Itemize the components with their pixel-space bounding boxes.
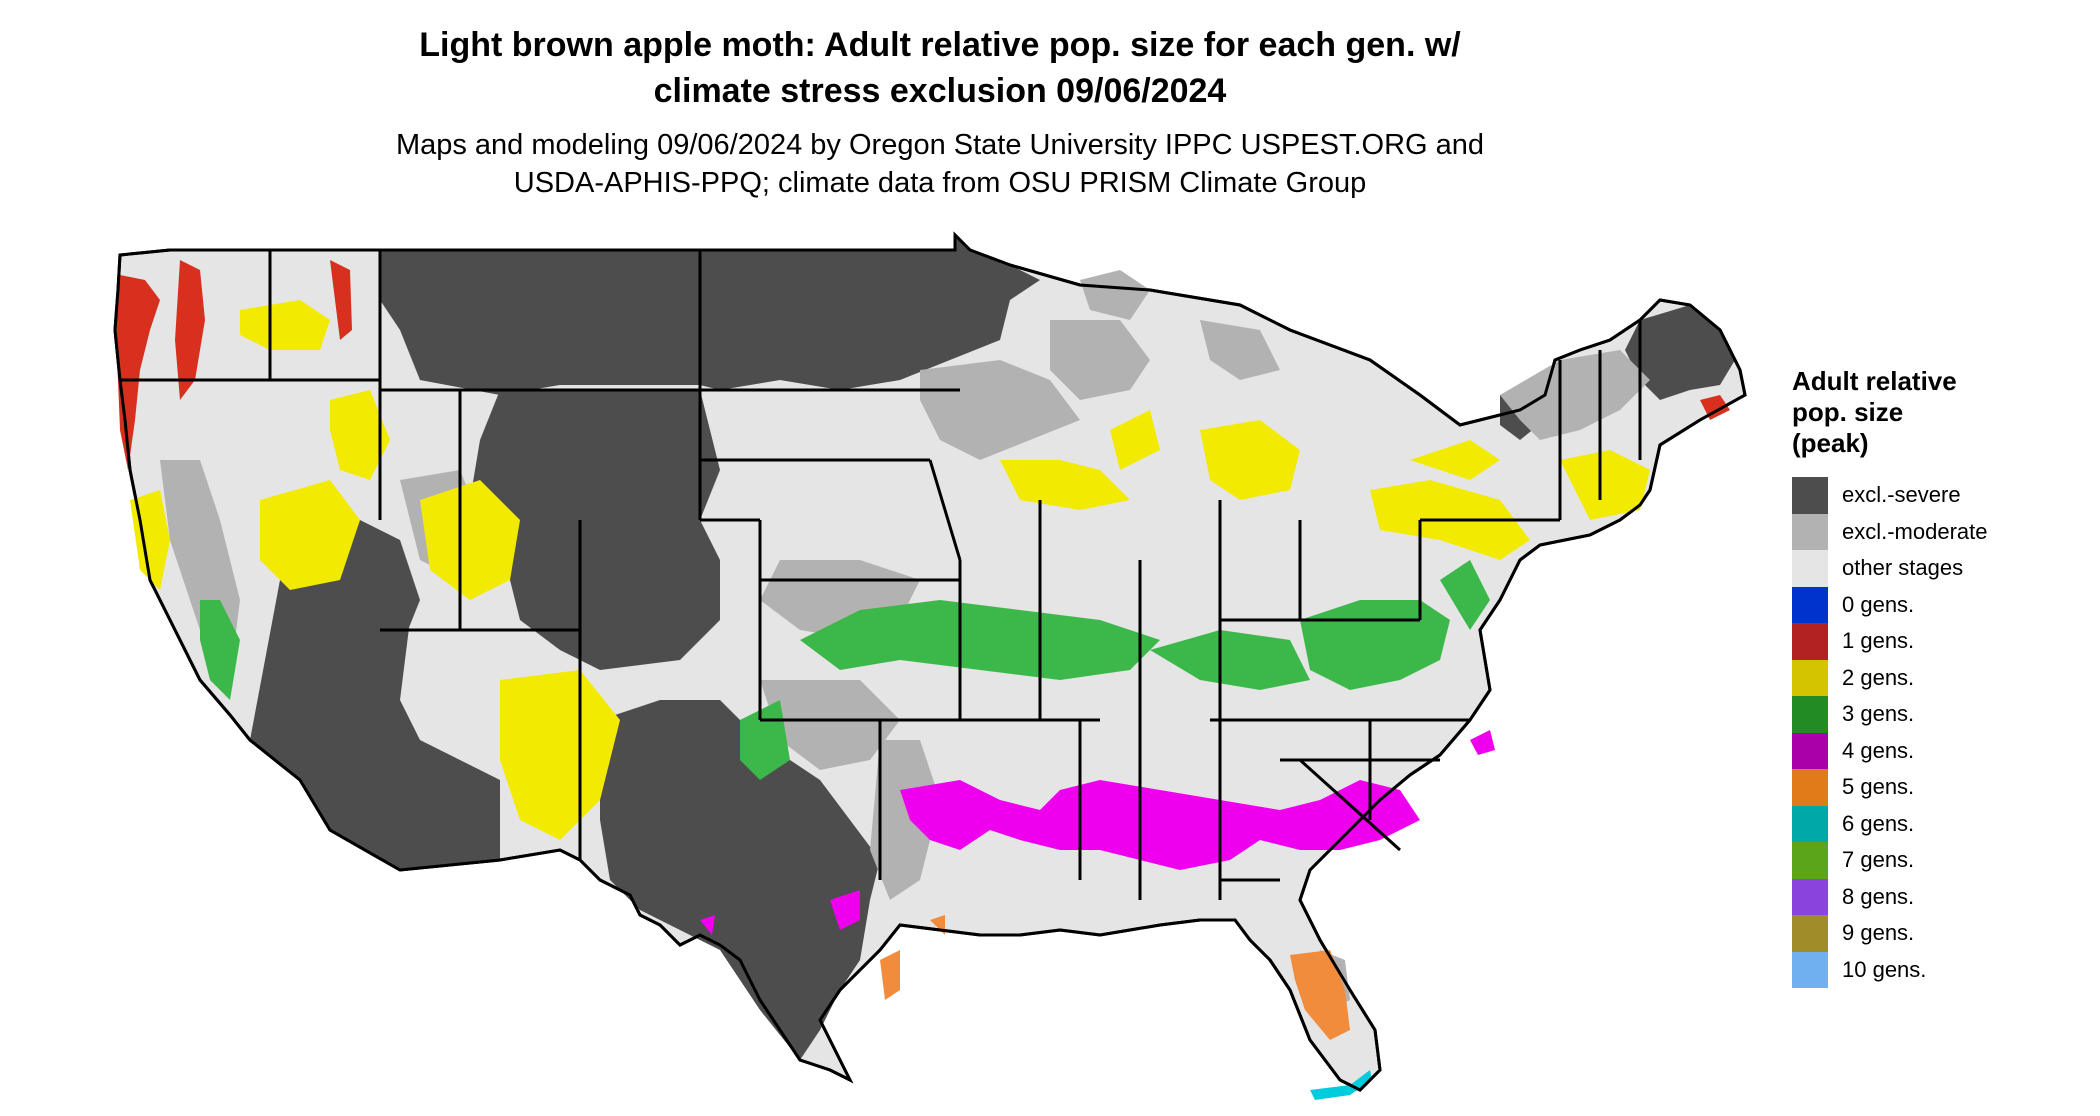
map-legend: Adult relative pop. size (peak) excl.-se… [1792,366,2092,988]
legend-title-line-1: Adult relative [1792,366,1957,396]
us-map [100,230,1780,1110]
legend-label: 4 gens. [1842,737,1915,763]
title-line-2: climate stress exclusion 09/06/2024 [653,72,1227,110]
legend-item: 2 gens. [1792,659,2092,696]
title-line-1: Light brown apple moth: Adult relative p… [419,26,1461,64]
legend-swatch [1792,951,1828,988]
legend-label: 8 gens. [1842,883,1915,909]
map-title: Light brown apple moth: Adult relative p… [240,22,1640,114]
legend-label: 6 gens. [1842,810,1915,836]
map-svg [113,231,1747,1100]
legend-swatch [1792,732,1828,769]
legend-label: 2 gens. [1842,664,1915,690]
gen6-regions [1310,1070,1372,1100]
gen4-regions [700,730,1495,935]
legend-item: 10 gens. [1792,951,2092,988]
legend-items: excl.-severe excl.-moderate other stages 0 … [1792,477,2092,988]
legend-swatch [1792,915,1828,952]
legend-swatch [1792,769,1828,806]
legend-item: 7 gens. [1792,842,2092,879]
legend-item: 6 gens. [1792,805,2092,842]
legend-title: Adult relative pop. size (peak) [1792,366,2092,459]
legend-item: excl.-severe [1792,477,2092,514]
legend-swatch [1792,513,1828,550]
legend-swatch [1792,550,1828,587]
legend-swatch [1792,586,1828,623]
gen3-regions [200,560,1490,780]
legend-label: 0 gens. [1842,591,1915,617]
map-subtitle: Maps and modeling 09/06/2024 by Oregon S… [240,126,1640,202]
legend-label: 3 gens. [1842,701,1915,727]
legend-label: excl.-severe [1842,482,1961,508]
legend-swatch [1792,842,1828,879]
legend-label: 5 gens. [1842,774,1915,800]
legend-swatch [1792,878,1828,915]
legend-title-line-2: pop. size [1792,397,1904,427]
legend-label: 1 gens. [1842,628,1915,654]
legend-item: 1 gens. [1792,623,2092,660]
us-coastline [113,231,1747,1092]
legend-label: other stages [1842,555,1964,581]
subtitle-line-1: Maps and modeling 09/06/2024 by Oregon S… [395,129,1485,161]
legend-swatch [1792,477,1828,514]
state-borders [120,250,1642,900]
legend-item: 3 gens. [1792,696,2092,733]
legend-item: excl.-moderate [1792,513,2092,550]
subtitle-line-2: USDA-APHIS-PPQ; climate data from OSU PR… [513,167,1367,199]
legend-title-line-3: (peak) [1792,428,1869,458]
legend-swatch [1792,696,1828,733]
legend-item: 9 gens. [1792,915,2092,952]
legend-swatch [1792,623,1828,660]
legend-label: 9 gens. [1842,920,1915,946]
legend-label: excl.-moderate [1842,518,1988,544]
legend-item: 0 gens. [1792,586,2092,623]
legend-swatch [1792,659,1828,696]
legend-item: 4 gens. [1792,732,2092,769]
legend-item: 8 gens. [1792,878,2092,915]
gen5-regions [880,915,1350,1040]
excl-severe-regions [250,235,1735,1060]
legend-label: 10 gens. [1842,956,1927,982]
legend-item: 5 gens. [1792,769,2092,806]
legend-swatch [1792,805,1828,842]
legend-label: 7 gens. [1842,847,1915,873]
legend-item: other stages [1792,550,2092,587]
